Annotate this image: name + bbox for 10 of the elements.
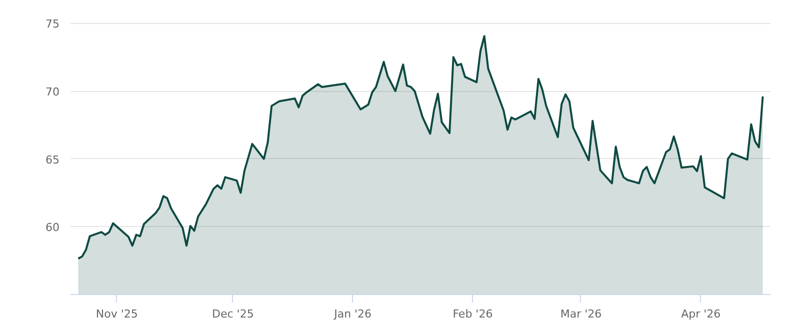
x-tick-label: Mar '26	[560, 308, 602, 320]
x-tick-label: Dec '25	[212, 308, 254, 320]
y-tick-label: 75	[46, 18, 60, 31]
y-tick-label: 60	[46, 221, 60, 234]
x-tick-label: Jan '26	[333, 308, 372, 320]
y-tick-label: 70	[46, 86, 60, 99]
x-tick-label: Nov '25	[96, 308, 138, 320]
y-tick-label: 65	[46, 153, 60, 166]
x-tick-label: Apr '26	[681, 308, 721, 320]
x-tick-label: Feb '26	[452, 308, 493, 320]
